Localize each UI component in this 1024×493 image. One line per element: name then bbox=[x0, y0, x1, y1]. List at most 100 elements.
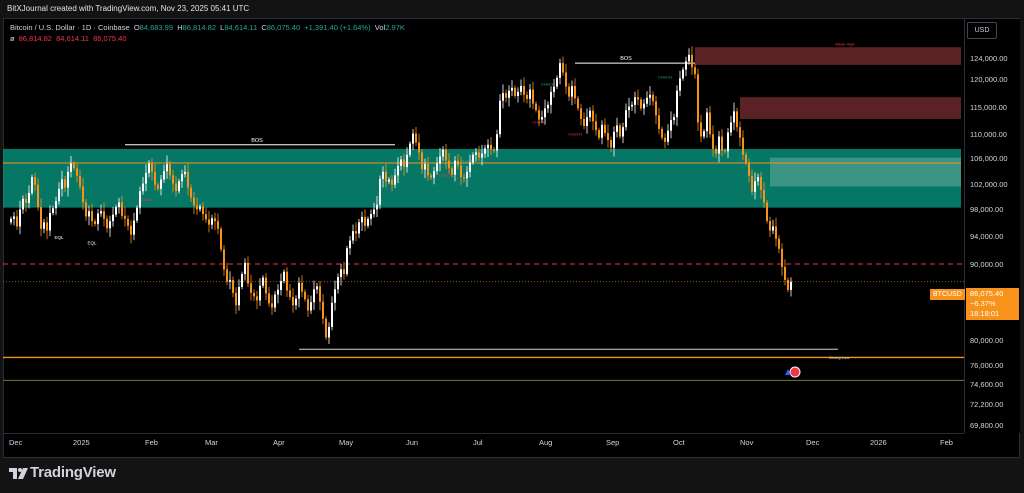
bullish-candle bbox=[88, 211, 90, 217]
time-axis[interactable] bbox=[3, 433, 964, 450]
bullish-candle bbox=[349, 240, 351, 249]
bearish-candle bbox=[715, 148, 717, 154]
time-label: Feb bbox=[940, 438, 953, 447]
bearish-candle bbox=[787, 279, 789, 290]
bearish-candle bbox=[457, 160, 459, 166]
price-label: 102,000.00 bbox=[970, 180, 1008, 189]
bullish-candle bbox=[31, 177, 33, 193]
price-chart[interactable]: BOS BOS Weak High Strong Low EQL EQL CHoCH CHoC… bbox=[3, 19, 964, 433]
price-label: 74,600.00 bbox=[970, 380, 1004, 389]
volume-value: 2.97K bbox=[385, 23, 405, 32]
bearish-candle bbox=[217, 221, 219, 229]
bullish-candle bbox=[550, 91, 552, 105]
bullish-candle bbox=[394, 175, 396, 185]
bearish-candle bbox=[103, 211, 105, 219]
bearish-candle bbox=[304, 291, 306, 300]
bearish-candle bbox=[565, 72, 567, 87]
time-label: Sep bbox=[606, 438, 620, 447]
bullish-candle bbox=[676, 90, 678, 118]
zone-demand_fill bbox=[770, 157, 961, 187]
bullish-candle bbox=[613, 131, 615, 148]
bearish-candle bbox=[490, 144, 492, 150]
bearish-candle bbox=[40, 207, 42, 229]
time-label: Apr bbox=[273, 438, 285, 447]
bullish-candle bbox=[622, 127, 624, 137]
bearish-candle bbox=[538, 110, 540, 120]
bearish-candle bbox=[751, 175, 753, 192]
footer-bar bbox=[0, 458, 1024, 493]
bearish-candle bbox=[532, 89, 534, 104]
indicator-icon[interactable]: ø bbox=[10, 34, 15, 43]
bullish-candle bbox=[790, 281, 792, 290]
bearish-candle bbox=[265, 277, 267, 294]
time-label: Jul bbox=[473, 438, 483, 447]
bullish-candle bbox=[58, 188, 60, 202]
current-price: 86,075.40 bbox=[970, 289, 1004, 298]
bearish-candle bbox=[658, 115, 660, 129]
bullish-candle bbox=[331, 302, 333, 327]
bearish-candle bbox=[34, 177, 36, 185]
bullish-candle bbox=[553, 86, 555, 92]
bullish-candle bbox=[283, 271, 285, 282]
bullish-candle bbox=[181, 174, 183, 182]
bearish-candle bbox=[652, 94, 654, 102]
bullish-candle bbox=[211, 218, 213, 225]
time-label: Aug bbox=[539, 438, 553, 447]
bearish-candle bbox=[526, 94, 528, 99]
bullish-candle bbox=[184, 171, 186, 175]
bearish-candle bbox=[535, 103, 537, 111]
bearish-candle bbox=[598, 130, 600, 138]
bearish-candle bbox=[661, 128, 663, 138]
bullish-candle bbox=[646, 97, 648, 104]
choch-label: CHoCH bbox=[541, 81, 555, 86]
price-label: 90,000.00 bbox=[970, 260, 1004, 269]
bullish-candle bbox=[499, 100, 501, 135]
bullish-candle bbox=[547, 104, 549, 109]
bullish-candle bbox=[643, 103, 645, 109]
indicator-value-2: 84,614.11 bbox=[56, 34, 89, 43]
high-value: 86,814.82 bbox=[182, 23, 216, 32]
bos-label: BOS bbox=[251, 138, 263, 144]
bearish-candle bbox=[214, 218, 216, 222]
bullish-candle bbox=[61, 179, 63, 189]
bearish-candle bbox=[568, 86, 570, 97]
bar-countdown: 18:18:01 bbox=[970, 309, 1000, 318]
bullish-candle bbox=[727, 132, 729, 152]
price-axis[interactable] bbox=[964, 19, 1020, 433]
bullish-candle bbox=[754, 181, 756, 192]
bullish-candle bbox=[199, 206, 201, 210]
bearish-candle bbox=[691, 54, 693, 68]
currency-button[interactable]: USD bbox=[967, 22, 997, 39]
time-label: May bbox=[339, 438, 354, 447]
bullish-candle bbox=[139, 191, 141, 208]
bullish-candle bbox=[379, 178, 381, 205]
bullish-candle bbox=[22, 198, 24, 210]
chart-frame[interactable] bbox=[3, 18, 1020, 458]
bearish-candle bbox=[583, 118, 585, 126]
bearish-candle bbox=[124, 215, 126, 219]
bearish-candle bbox=[301, 282, 303, 292]
bullish-candle bbox=[502, 93, 504, 101]
bullish-candle bbox=[52, 208, 54, 213]
bullish-candle bbox=[118, 202, 120, 208]
bullish-candle bbox=[328, 326, 330, 338]
bullish-candle bbox=[544, 108, 546, 118]
bearish-candle bbox=[610, 140, 612, 148]
bullish-candle bbox=[115, 207, 117, 215]
bullish-candle bbox=[100, 211, 102, 214]
time-label: Dec bbox=[9, 438, 23, 447]
bearish-candle bbox=[619, 125, 621, 137]
bullish-candle bbox=[454, 160, 456, 175]
bullish-candle bbox=[556, 77, 558, 87]
time-label: Jun bbox=[406, 438, 419, 447]
bearish-candle bbox=[325, 318, 327, 338]
bearish-candle bbox=[202, 206, 204, 215]
symbol-description[interactable]: Bitcoin / U.S. Dollar · 1D · Coinbase bbox=[10, 23, 130, 32]
bearish-candle bbox=[514, 87, 516, 97]
bearish-candle bbox=[205, 214, 207, 220]
bos-label: BOS bbox=[620, 56, 632, 62]
low-value: 84,614.11 bbox=[224, 23, 258, 32]
bullish-candle bbox=[397, 165, 399, 176]
bullish-candle bbox=[13, 216, 15, 219]
bearish-candle bbox=[637, 97, 639, 100]
